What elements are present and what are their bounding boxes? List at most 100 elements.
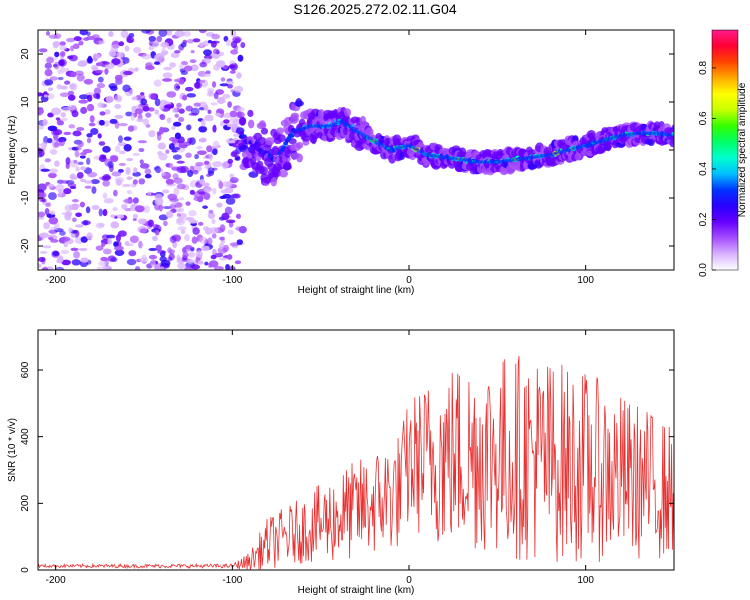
noise-blob — [99, 111, 106, 116]
snr-y-ticks: 0 200 400 600 — [20, 361, 674, 573]
noise-blob — [126, 36, 135, 44]
ridge-halo-blob — [572, 135, 579, 143]
noise-blob — [79, 178, 87, 183]
noise-blob — [98, 155, 107, 163]
noise-blob — [47, 112, 54, 118]
snr-x-axis-label: Height of straight line (km) — [298, 585, 415, 596]
y-tick-label: 10 — [20, 96, 31, 108]
noise-blob — [79, 155, 86, 159]
noise-blob — [70, 233, 76, 238]
noise-blob — [172, 121, 182, 127]
noise-blob — [139, 228, 148, 234]
noise-blob — [145, 65, 155, 71]
noise-blob — [195, 250, 203, 258]
noise-blob — [134, 108, 144, 115]
noise-blob — [174, 50, 181, 54]
ridge-band-blob — [345, 124, 352, 128]
noise-blob — [132, 213, 139, 219]
noise-blob — [63, 188, 72, 195]
noise-blob — [154, 98, 161, 107]
colorbar-frame — [711, 29, 739, 271]
noise-blob — [176, 165, 186, 174]
noise-blob — [98, 260, 107, 267]
noise-blob — [80, 257, 89, 263]
noise-blob — [75, 212, 82, 218]
noise-blob — [86, 57, 94, 64]
noise-blob — [158, 30, 168, 37]
noise-blob — [207, 237, 213, 245]
noise-blob — [118, 162, 127, 167]
noise-blob — [219, 195, 227, 200]
noise-blob — [202, 182, 210, 187]
noise-blob — [131, 96, 138, 101]
ridge-halo-blob — [294, 100, 304, 107]
noise-blob — [68, 124, 76, 129]
noise-blob — [211, 248, 217, 254]
noise-blob — [218, 181, 224, 189]
noise-blob — [80, 236, 88, 243]
noise-blob — [102, 145, 111, 153]
noise-blob — [114, 176, 125, 184]
noise-blob — [173, 177, 183, 184]
noise-blob — [148, 107, 155, 112]
noise-blob — [186, 93, 197, 98]
noise-blob — [86, 232, 93, 240]
noise-blob — [142, 118, 150, 126]
noise-blob — [230, 49, 239, 55]
noise-blob — [116, 214, 125, 219]
noise-blob — [144, 168, 152, 175]
noise-blob — [41, 198, 47, 203]
noise-blob — [210, 254, 217, 260]
noise-blob — [129, 235, 139, 244]
noise-blob — [74, 70, 84, 76]
noise-blob — [94, 54, 101, 59]
noise-blob — [197, 79, 206, 83]
noise-blob — [91, 186, 97, 194]
y-tick-label: 0 — [20, 567, 31, 573]
noise-blob — [95, 222, 105, 229]
ridge-halo-blob — [247, 119, 255, 129]
noise-blob — [63, 243, 68, 248]
noise-blob — [42, 266, 48, 270]
noise-blob — [75, 203, 81, 208]
noise-blob — [208, 153, 213, 161]
noise-blob — [69, 45, 75, 52]
noise-blob — [229, 60, 235, 66]
noise-blob — [93, 87, 101, 95]
noise-blob — [159, 126, 165, 135]
x-tick-label: -100 — [222, 575, 242, 586]
noise-blob — [51, 107, 62, 116]
noise-blob — [128, 32, 135, 38]
noise-blob — [70, 71, 77, 78]
noise-blob — [137, 218, 147, 225]
noise-blob — [163, 128, 169, 133]
noise-blob — [99, 119, 105, 126]
noise-blob — [77, 61, 87, 67]
noise-blob — [188, 219, 198, 224]
noise-blob — [233, 85, 244, 93]
noise-blob — [48, 93, 55, 100]
ridge-band-blob — [338, 119, 345, 123]
noise-blob — [176, 254, 181, 261]
noise-blob — [93, 93, 100, 99]
noise-blob — [64, 80, 71, 85]
noise-blob — [48, 236, 54, 241]
noise-blob — [211, 81, 217, 88]
noise-blob — [212, 187, 217, 195]
noise-blob — [177, 226, 187, 231]
noise-blob — [160, 259, 171, 267]
ridge-halo-blob — [270, 177, 277, 187]
noise-blob — [86, 31, 91, 37]
noise-blob — [221, 161, 229, 169]
noise-blob — [236, 72, 242, 79]
noise-blob — [188, 112, 199, 116]
noise-blob — [222, 93, 231, 99]
noise-blob — [163, 66, 173, 71]
noise-blob — [210, 227, 219, 234]
noise-blob — [125, 243, 134, 247]
snr-y-axis-label: SNR (10 * v/v) — [7, 418, 18, 482]
noise-blob — [148, 40, 153, 46]
ridge-halo-blob — [289, 114, 299, 124]
noise-blob — [212, 161, 223, 168]
ridge-halo-blob — [265, 137, 275, 146]
